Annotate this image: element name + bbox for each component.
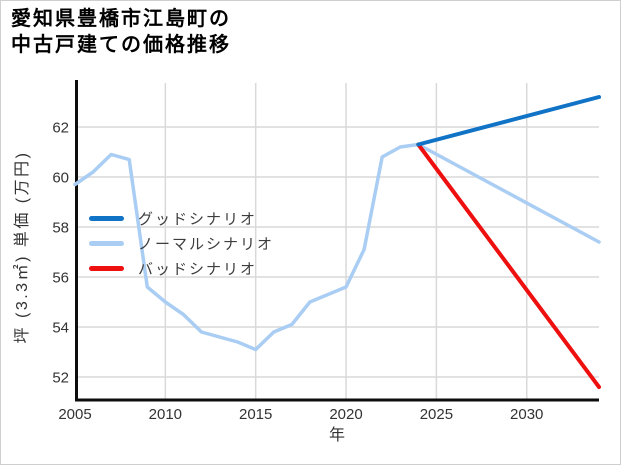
y-tick-label: 58 [52, 220, 69, 237]
good-scenario-line-swatch [89, 216, 124, 221]
y-tick-label: 60 [52, 170, 69, 187]
chart-title-line1: 愛知県豊橋市江島町の [11, 8, 231, 30]
bad-scenario-line-swatch [89, 266, 124, 271]
legend-item-normal: ノーマルシナリオ [89, 231, 274, 256]
normal-scenario-line [416, 142, 601, 244]
normal-scenario-line-swatch [89, 241, 124, 246]
x-tick-label: 2020 [329, 406, 362, 423]
x-tick-label: 2015 [239, 406, 272, 423]
historical-price-line [73, 142, 421, 352]
chart-title: 愛知県豊橋市江島町の 中古戸建ての価格推移 [11, 6, 231, 58]
y-tick-label: 56 [52, 270, 69, 287]
chart-legend: グッドシナリオ ノーマルシナリオ バッドシナリオ [89, 206, 274, 281]
y-axis-label: 坪 (3.3㎡) 単価 (万円) [13, 151, 31, 344]
y-tick-label: 52 [52, 370, 69, 387]
bad-scenario-line [416, 142, 601, 389]
good-scenario-line [416, 95, 601, 147]
legend-label-normal: ノーマルシナリオ [138, 236, 275, 253]
y-tick-label: 62 [52, 120, 69, 137]
x-tick-label: 2005 [58, 406, 91, 423]
legend-label-good: グッドシナリオ [138, 211, 258, 228]
legend-item-bad: バッドシナリオ [89, 256, 274, 281]
x-tick-label: 2030 [510, 406, 543, 423]
legend-item-good: グッドシナリオ [89, 206, 274, 231]
x-axis-label: 年 [329, 426, 345, 444]
x-tick-label: 2025 [420, 406, 453, 423]
chart-title-line2: 中古戸建ての価格推移 [11, 34, 231, 56]
x-tick-label: 2010 [149, 406, 182, 423]
legend-label-bad: バッドシナリオ [138, 261, 258, 278]
y-tick-label: 54 [52, 320, 69, 337]
